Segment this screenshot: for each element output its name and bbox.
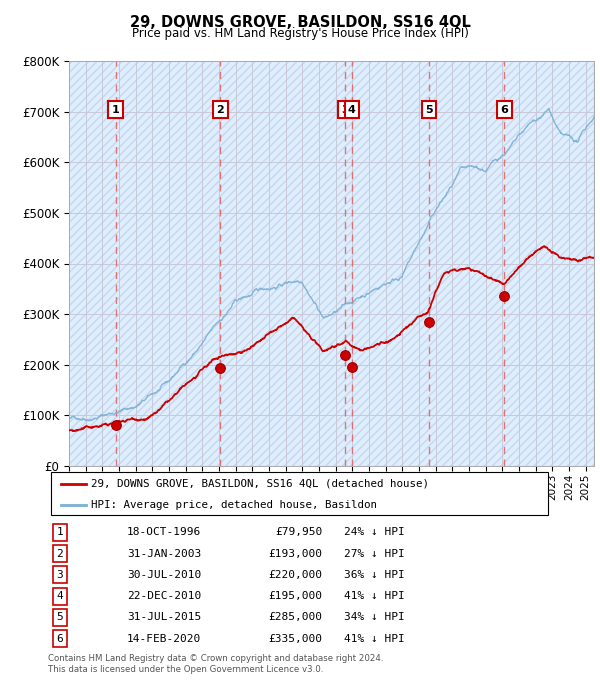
Text: £195,000: £195,000 bbox=[269, 591, 323, 601]
Text: 29, DOWNS GROVE, BASILDON, SS16 4QL: 29, DOWNS GROVE, BASILDON, SS16 4QL bbox=[130, 15, 470, 30]
Text: 5: 5 bbox=[425, 105, 433, 115]
Text: 31-JAN-2003: 31-JAN-2003 bbox=[127, 549, 202, 558]
Text: £193,000: £193,000 bbox=[269, 549, 323, 558]
Text: 14-FEB-2020: 14-FEB-2020 bbox=[127, 634, 202, 644]
Text: 5: 5 bbox=[56, 613, 63, 622]
Text: 36% ↓ HPI: 36% ↓ HPI bbox=[344, 570, 404, 580]
Text: £220,000: £220,000 bbox=[269, 570, 323, 580]
Text: 31-JUL-2015: 31-JUL-2015 bbox=[127, 613, 202, 622]
Text: 24% ↓ HPI: 24% ↓ HPI bbox=[344, 527, 404, 537]
Text: 2: 2 bbox=[217, 105, 224, 115]
Text: 6: 6 bbox=[500, 105, 508, 115]
Text: 29, DOWNS GROVE, BASILDON, SS16 4QL (detached house): 29, DOWNS GROVE, BASILDON, SS16 4QL (det… bbox=[91, 479, 429, 488]
Text: £79,950: £79,950 bbox=[275, 527, 323, 537]
Text: 3: 3 bbox=[341, 105, 349, 115]
Text: 27% ↓ HPI: 27% ↓ HPI bbox=[344, 549, 404, 558]
Text: £285,000: £285,000 bbox=[269, 613, 323, 622]
Text: 4: 4 bbox=[56, 591, 63, 601]
Text: Contains HM Land Registry data © Crown copyright and database right 2024.: Contains HM Land Registry data © Crown c… bbox=[48, 654, 383, 663]
Text: 18-OCT-1996: 18-OCT-1996 bbox=[127, 527, 202, 537]
Text: 1: 1 bbox=[112, 105, 119, 115]
Text: 4: 4 bbox=[348, 105, 356, 115]
FancyBboxPatch shape bbox=[50, 473, 548, 515]
Text: HPI: Average price, detached house, Basildon: HPI: Average price, detached house, Basi… bbox=[91, 500, 377, 510]
Text: 41% ↓ HPI: 41% ↓ HPI bbox=[344, 634, 404, 644]
Text: 3: 3 bbox=[56, 570, 63, 580]
Text: 1: 1 bbox=[56, 527, 63, 537]
Text: Price paid vs. HM Land Registry's House Price Index (HPI): Price paid vs. HM Land Registry's House … bbox=[131, 27, 469, 40]
Text: 2: 2 bbox=[56, 549, 63, 558]
Text: 22-DEC-2010: 22-DEC-2010 bbox=[127, 591, 202, 601]
Text: This data is licensed under the Open Government Licence v3.0.: This data is licensed under the Open Gov… bbox=[48, 665, 323, 674]
Text: 41% ↓ HPI: 41% ↓ HPI bbox=[344, 591, 404, 601]
Text: 6: 6 bbox=[56, 634, 63, 644]
Text: 30-JUL-2010: 30-JUL-2010 bbox=[127, 570, 202, 580]
Text: £335,000: £335,000 bbox=[269, 634, 323, 644]
Text: 34% ↓ HPI: 34% ↓ HPI bbox=[344, 613, 404, 622]
